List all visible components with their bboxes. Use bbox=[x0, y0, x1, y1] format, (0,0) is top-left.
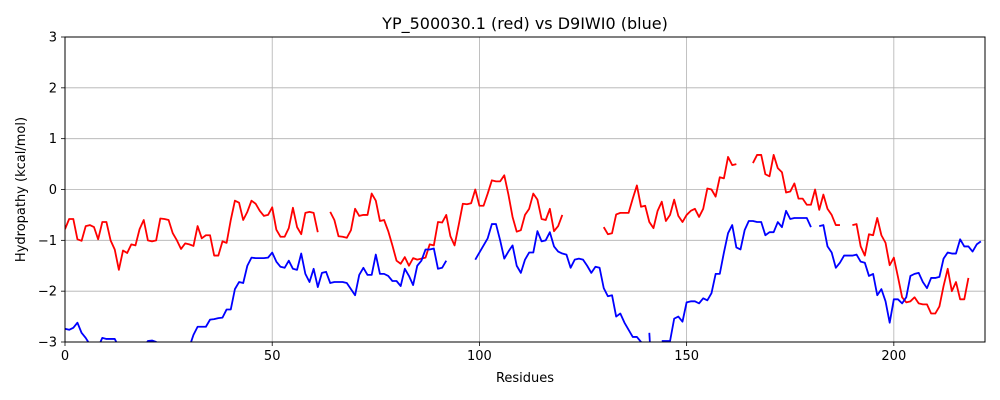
y-tick-label: −2 bbox=[38, 285, 57, 300]
series-1-line-segment bbox=[819, 224, 982, 324]
series-1-line-segment bbox=[190, 247, 448, 342]
y-tick-label: 1 bbox=[49, 132, 57, 147]
series-layer bbox=[65, 154, 982, 342]
series-1-line-segment bbox=[65, 321, 118, 342]
series-0-line-segment bbox=[852, 217, 970, 315]
x-axis-label: Residues bbox=[496, 371, 554, 386]
x-tick-label: 100 bbox=[467, 349, 492, 364]
series-1-line-segment bbox=[661, 209, 812, 342]
series-0-line-segment bbox=[65, 199, 319, 271]
x-tick-label: 0 bbox=[61, 349, 69, 364]
series-0 bbox=[65, 154, 970, 315]
x-tick-label: 150 bbox=[674, 349, 699, 364]
series-1 bbox=[65, 209, 982, 342]
series-1-line-segment bbox=[474, 223, 643, 342]
y-tick-label: 3 bbox=[49, 31, 57, 46]
series-0-line-segment bbox=[329, 174, 564, 267]
series-0-line-segment bbox=[752, 154, 840, 226]
y-tick-label: 2 bbox=[49, 81, 57, 96]
x-tick-label: 50 bbox=[264, 349, 281, 364]
series-1-line-segment bbox=[146, 339, 158, 342]
y-tick-label: −1 bbox=[38, 234, 57, 249]
series-1-line-segment bbox=[648, 332, 651, 342]
x-tick-label: 200 bbox=[881, 349, 906, 364]
chart-title: YP_500030.1 (red) vs D9IWI0 (blue) bbox=[381, 14, 668, 34]
series-0-line-segment bbox=[602, 156, 737, 236]
y-tick-label: −3 bbox=[38, 336, 57, 351]
y-axis-label: Hydropathy (kcal/mol) bbox=[14, 117, 29, 262]
y-tick-label: 0 bbox=[49, 183, 57, 198]
ticks: 0 50 100 150 200 −3 −2 −1 0 1 2 3 bbox=[38, 31, 906, 365]
